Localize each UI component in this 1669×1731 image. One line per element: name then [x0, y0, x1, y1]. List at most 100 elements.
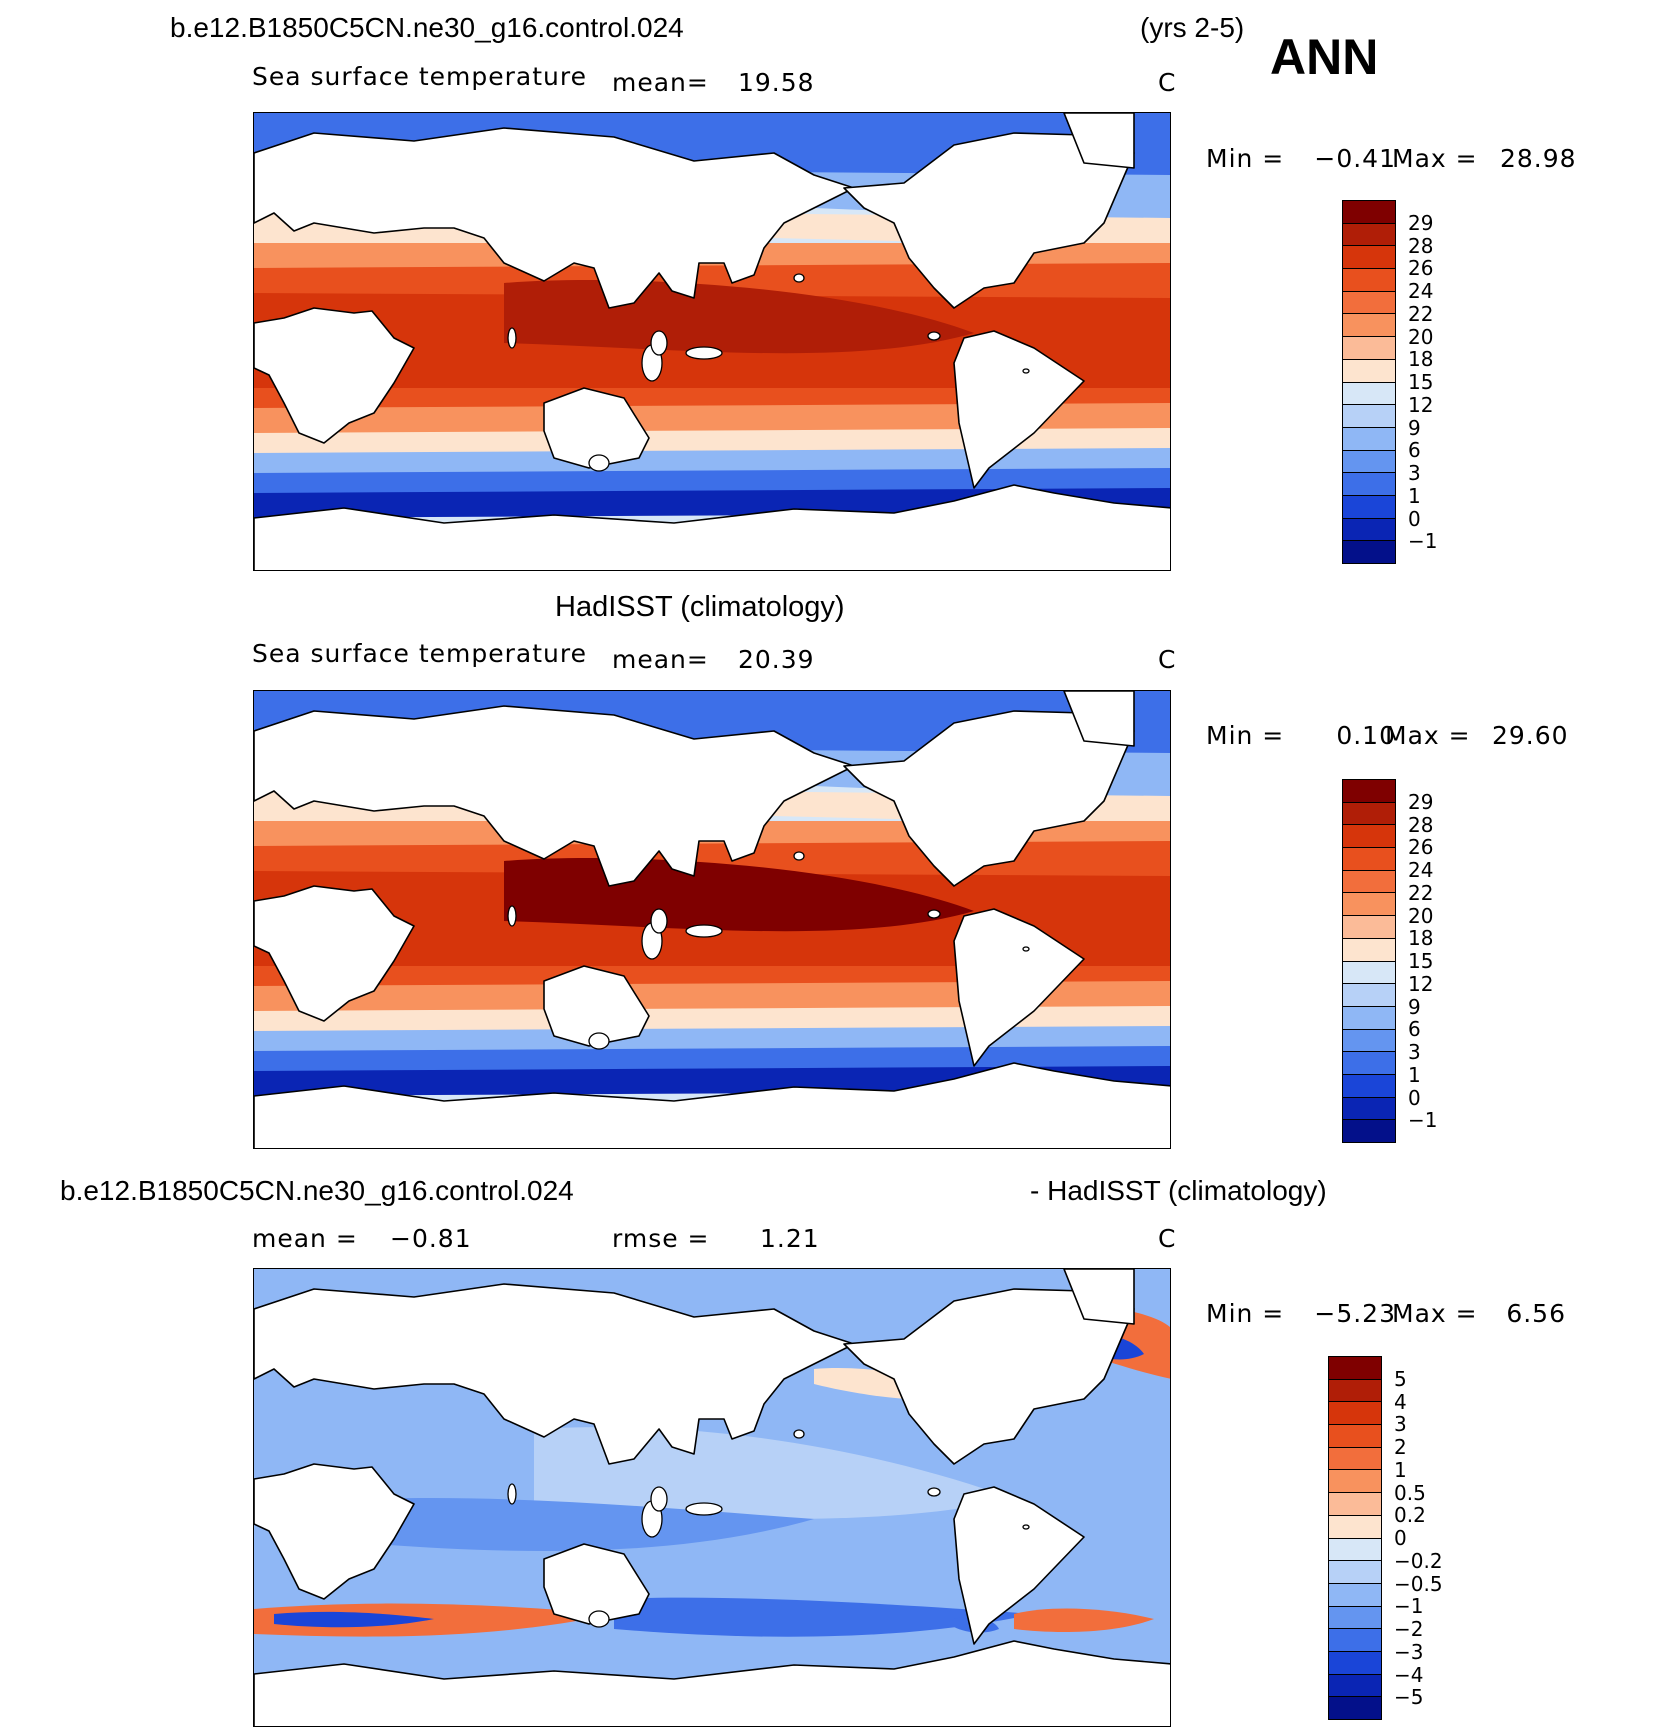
colorbar-swatch: [1343, 473, 1395, 496]
colorbar-level-label: 12: [1408, 971, 1434, 996]
panel3-mean-value: −0.81: [390, 1224, 472, 1253]
panel3-max-value: 6.56: [1506, 1299, 1566, 1328]
colorbar-level-label: 24: [1408, 279, 1434, 303]
colorbar-level-label: 20: [1408, 903, 1434, 928]
colorbar-level-label: 3: [1408, 461, 1421, 485]
panel3-colorbar-labels: 5 4 3 2 1 0.5 0.2 0 −0.2 −0.5 −1 −2 −3 −4 −5: [1394, 1356, 1484, 1720]
panel2-mean-label: mean=: [612, 645, 709, 674]
colorbar-swatch: [1329, 1561, 1381, 1584]
panel2-colorbar: [1342, 779, 1396, 1143]
colorbar-swatch: [1343, 405, 1395, 428]
panel1-colorbar: [1342, 200, 1396, 564]
colorbar-swatch: [1343, 291, 1395, 315]
colorbar-level-label: 0.2: [1394, 1503, 1426, 1528]
map-plot: [254, 113, 1170, 570]
panel3-min-label: Min =: [1206, 1299, 1285, 1328]
colorbar-swatch: [1329, 1470, 1381, 1494]
colorbar-level-label: 0: [1408, 506, 1421, 531]
case-title: b.e12.B1850C5CN.ne30_g16.control.024: [170, 12, 684, 43]
colorbar-level-label: 15: [1408, 370, 1434, 394]
colorbar-swatch: [1343, 825, 1395, 849]
panel3-rmse-value: 1.21: [760, 1224, 820, 1253]
colorbar-swatch: [1343, 984, 1395, 1007]
colorbar-level-label: 2: [1394, 1435, 1407, 1459]
season-label: ANN: [1270, 29, 1379, 85]
map-plot: [254, 1269, 1170, 1726]
colorbar-swatch: [1329, 1606, 1381, 1630]
colorbar-level-label: 4: [1394, 1389, 1407, 1414]
colorbar-level-label: 6: [1408, 438, 1421, 463]
panel2-map: [253, 690, 1171, 1149]
map-plot: [254, 691, 1170, 1148]
panel1-mean-label: mean=: [612, 68, 709, 97]
colorbar-swatch: [1329, 1697, 1381, 1719]
colorbar-swatch: [1343, 916, 1395, 939]
colorbar-swatch: [1343, 1097, 1395, 1121]
colorbar-swatch: [1329, 1379, 1381, 1403]
colorbar-level-label: 12: [1408, 392, 1434, 417]
colorbar-swatch: [1343, 1120, 1395, 1142]
colorbar-swatch: [1343, 314, 1395, 338]
panel3-min-value: −5.23: [1314, 1299, 1396, 1328]
colorbar-level-label: 26: [1408, 256, 1434, 281]
colorbar-level-label: 18: [1408, 347, 1434, 372]
colorbar-swatch: [1343, 961, 1395, 985]
colorbar-swatch: [1343, 1029, 1395, 1053]
colorbar-level-label: −2: [1394, 1617, 1424, 1641]
colorbar-swatch: [1343, 337, 1395, 360]
colorbar-swatch: [1343, 382, 1395, 406]
panel3-max-label: Max =: [1392, 1299, 1478, 1328]
panel3-title-left: b.e12.B1850C5CN.ne30_g16.control.024: [60, 1175, 574, 1206]
colorbar-swatch: [1343, 201, 1395, 224]
panel3-mean-label: mean =: [252, 1224, 358, 1253]
panel3-title-right: - HadISST (climatology): [1030, 1175, 1327, 1206]
colorbar-level-label: 24: [1408, 858, 1434, 882]
colorbar-swatch: [1343, 893, 1395, 917]
colorbar-swatch: [1329, 1629, 1381, 1652]
colorbar-level-label: 0: [1394, 1526, 1407, 1550]
colorbar-level-label: 15: [1408, 949, 1434, 973]
colorbar-level-label: 26: [1408, 835, 1434, 860]
panel3-rmse-label: rmse =: [612, 1224, 710, 1253]
colorbar-swatch: [1343, 495, 1395, 519]
panel2-min-label: Min =: [1206, 721, 1285, 750]
panel3-map: [253, 1268, 1171, 1727]
colorbar-swatch: [1329, 1674, 1381, 1698]
colorbar-swatch: [1343, 269, 1395, 292]
panel1-max-value: 28.98: [1500, 144, 1577, 173]
colorbar-swatch: [1329, 1402, 1381, 1426]
colorbar-swatch: [1343, 870, 1395, 894]
colorbar-level-label: 3: [1394, 1412, 1407, 1437]
colorbar-level-label: 9: [1408, 994, 1421, 1019]
colorbar-swatch: [1343, 359, 1395, 383]
colorbar-level-label: 9: [1408, 415, 1421, 440]
colorbar-level-label: 1: [1408, 1062, 1421, 1087]
colorbar-level-label: 22: [1408, 880, 1434, 905]
colorbar-swatch: [1343, 450, 1395, 474]
panel1-colorbar-labels: 29 28 26 24 22 20 18 15 12 9 6 3 1 0 −1: [1408, 200, 1488, 564]
panel1-variable: Sea surface temperature: [252, 62, 587, 91]
panel1-map: [253, 112, 1171, 571]
colorbar-level-label: −5: [1394, 1685, 1424, 1710]
colorbar-level-label: −4: [1394, 1662, 1424, 1687]
colorbar-swatch: [1343, 1006, 1395, 1030]
colorbar-level-label: 28: [1408, 812, 1434, 837]
colorbar-swatch: [1329, 1651, 1381, 1675]
colorbar-level-label: 18: [1408, 926, 1434, 951]
panel1-max-label: Max =: [1392, 144, 1478, 173]
colorbar-level-label: −1: [1408, 529, 1438, 554]
colorbar-level-label: −0.5: [1394, 1571, 1443, 1596]
colorbar-level-label: 29: [1408, 210, 1434, 235]
panel2-max-label: Max =: [1385, 721, 1471, 750]
colorbar-level-label: −1: [1408, 1108, 1438, 1133]
panel2-variable: Sea surface temperature: [252, 639, 587, 668]
colorbar-swatch: [1329, 1538, 1381, 1562]
colorbar-swatch: [1343, 427, 1395, 451]
colorbar-swatch: [1343, 246, 1395, 270]
colorbar-swatch: [1343, 223, 1395, 247]
panel2-min-value: 0.10: [1336, 721, 1396, 750]
colorbar-level-label: −3: [1394, 1639, 1424, 1664]
colorbar-swatch: [1329, 1515, 1381, 1539]
panel3-colorbar: [1328, 1356, 1382, 1720]
panel2-title: HadISST (climatology): [555, 591, 845, 623]
